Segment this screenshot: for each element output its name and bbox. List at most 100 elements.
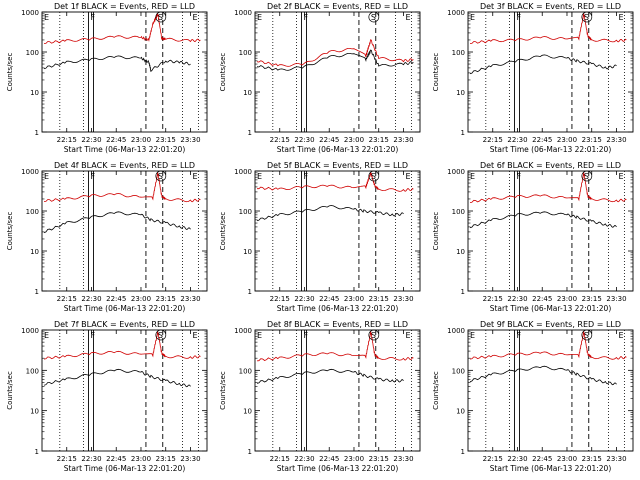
- y-tick-label: 100: [239, 49, 252, 57]
- x-tick-label: 23:15: [369, 455, 389, 463]
- y-tick-label: 10: [30, 408, 39, 416]
- x-tick-label: 22:15: [57, 455, 77, 463]
- y-tick-label: 1000: [21, 9, 39, 17]
- x-tick-label: 23:00: [131, 136, 151, 144]
- y-tick-label: 10: [30, 248, 39, 256]
- interval-marker: S: [371, 172, 376, 181]
- x-tick-label: 22:45: [106, 455, 126, 463]
- lld-series-line: [469, 331, 627, 360]
- y-tick-label: 100: [452, 208, 465, 216]
- x-tick-label: 22:30: [81, 455, 101, 463]
- x-tick-label: 23:00: [557, 295, 577, 303]
- y-tick-label: 10: [30, 89, 39, 97]
- plot-frame: [254, 11, 421, 133]
- x-tick-label: 23:15: [369, 136, 389, 144]
- y-tick-label: 100: [452, 367, 465, 375]
- events-series-line: [256, 205, 404, 222]
- y-tick-label: 1000: [21, 168, 39, 176]
- y-axis-label: Counts/sec: [219, 212, 227, 251]
- interval-marker-circle: [581, 329, 593, 341]
- lld-series-line: [43, 12, 201, 44]
- panel-det-6: Det 6f BLACK = Events, RED = LLD Counts/s…: [432, 161, 634, 313]
- x-tick-label: 23:15: [582, 455, 602, 463]
- y-tick-label: 100: [452, 49, 465, 57]
- x-tick-label: 23:30: [393, 136, 413, 144]
- x-tick-label: 22:45: [319, 455, 339, 463]
- panel-det-3: Det 3f BLACK = Events, RED = LLD Counts/s…: [432, 2, 634, 154]
- x-tick-label: 22:15: [57, 295, 77, 303]
- y-tick-label: 10: [243, 408, 252, 416]
- lld-series-line: [256, 331, 414, 362]
- panel-title: Det 8f BLACK = Events, RED = LLD: [267, 320, 408, 329]
- events-series-line: [256, 368, 404, 384]
- interval-marker: S: [584, 331, 589, 340]
- x-tick-label: 23:15: [156, 136, 176, 144]
- interval-marker: S: [158, 331, 163, 340]
- plot-frame: [41, 170, 208, 292]
- interval-marker: E: [257, 172, 262, 181]
- interval-marker: E: [405, 331, 410, 340]
- x-tick-label: 22:15: [483, 295, 503, 303]
- interval-marker: E: [44, 172, 49, 181]
- x-tick-label: 22:45: [532, 136, 552, 144]
- x-axis-label: Start Time (06-Mar-13 22:01:20): [64, 304, 186, 313]
- x-axis-label: Start Time (06-Mar-13 22:01:20): [490, 464, 612, 473]
- x-tick-label: 22:45: [106, 295, 126, 303]
- y-tick-label: 1000: [447, 327, 465, 335]
- y-tick-label: 10: [456, 89, 465, 97]
- interval-marker-circle: [368, 170, 380, 182]
- y-tick-label: 1: [248, 129, 252, 137]
- interval-marker: S: [584, 172, 589, 181]
- interval-marker-circle: [155, 170, 167, 182]
- x-tick-label: 22:30: [81, 136, 101, 144]
- x-tick-label: 23:15: [582, 136, 602, 144]
- panel-title: Det 3f BLACK = Events, RED = LLD: [480, 2, 621, 11]
- x-axis-label: Start Time (06-Mar-13 22:01:20): [277, 464, 399, 473]
- interval-marker-circle: [581, 170, 593, 182]
- plot-frame: [467, 329, 634, 452]
- x-tick-label: 23:15: [156, 455, 176, 463]
- plot-frame: [254, 329, 421, 452]
- y-tick-label: 1: [35, 129, 39, 137]
- lld-series-line: [256, 39, 414, 67]
- x-tick-label: 22:45: [319, 136, 339, 144]
- x-tick-label: 23:00: [131, 295, 151, 303]
- y-tick-label: 10: [456, 408, 465, 416]
- y-tick-label: 10: [456, 248, 465, 256]
- interval-marker: E: [192, 331, 197, 340]
- y-axis-label: Counts/sec: [219, 53, 227, 92]
- panel-title: Det 9f BLACK = Events, RED = LLD: [480, 320, 621, 329]
- x-tick-label: 23:30: [393, 295, 413, 303]
- x-tick-label: 22:45: [532, 295, 552, 303]
- y-tick-label: 1: [461, 288, 465, 296]
- x-axis-label: Start Time (06-Mar-13 22:01:20): [277, 304, 399, 313]
- y-tick-label: 10: [243, 89, 252, 97]
- panel-det-8: Det 8f BLACK = Events, RED = LLD Counts/s…: [219, 320, 421, 473]
- panel-det-9: Det 9f BLACK = Events, RED = LLD Counts/s…: [432, 320, 634, 473]
- x-tick-label: 23:00: [557, 136, 577, 144]
- y-tick-label: 1000: [234, 327, 252, 335]
- interval-marker: S: [158, 13, 163, 22]
- x-tick-label: 23:00: [344, 136, 364, 144]
- y-axis-label: Counts/sec: [432, 212, 440, 251]
- interval-marker: E: [618, 331, 623, 340]
- y-tick-label: 100: [239, 367, 252, 375]
- x-tick-label: 22:15: [483, 136, 503, 144]
- lld-series-line: [257, 171, 414, 192]
- x-tick-label: 23:30: [180, 455, 200, 463]
- x-tick-label: 22:30: [294, 295, 314, 303]
- interval-marker: E: [44, 13, 49, 22]
- y-tick-label: 100: [239, 208, 252, 216]
- y-axis-label: Counts/sec: [432, 53, 440, 92]
- panel-det-1: Det 1f BLACK = Events, RED = LLD Counts/s…: [6, 2, 208, 154]
- x-tick-label: 23:00: [557, 455, 577, 463]
- y-tick-label: 1: [461, 448, 465, 456]
- x-tick-label: 22:30: [294, 455, 314, 463]
- interval-marker: E: [44, 331, 49, 340]
- x-tick-label: 23:30: [393, 455, 413, 463]
- y-axis-label: Counts/sec: [6, 53, 14, 92]
- events-series-line: [43, 211, 191, 234]
- y-axis-label: Counts/sec: [219, 371, 227, 410]
- interval-marker: E: [192, 13, 197, 22]
